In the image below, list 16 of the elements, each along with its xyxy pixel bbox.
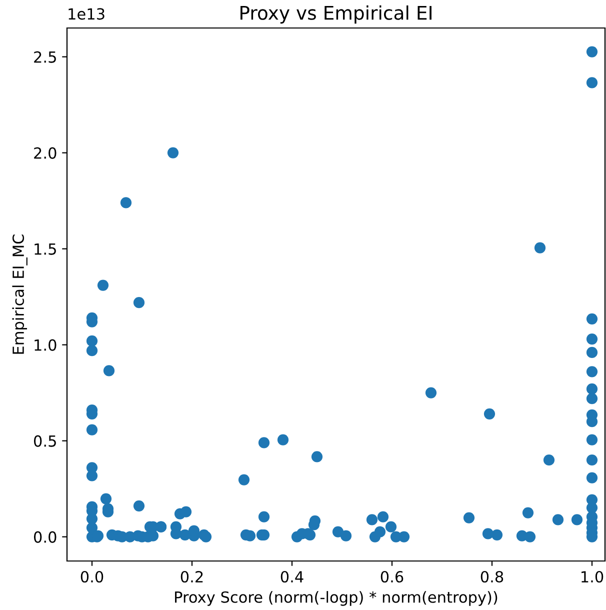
chart-title: Proxy vs Empirical EI [240, 5, 432, 24]
x-axis-title: Proxy Score (norm(-logp) * norm(entropy)) [175, 591, 498, 606]
y-tick-label: 1.5 [34, 243, 56, 255]
x-tick-label: 0.0 [80, 570, 104, 583]
x-tick-label: 0.6 [380, 570, 404, 583]
y-tick-label: 0.5 [34, 435, 56, 447]
y-axis-title: Empirical EI_MC [12, 234, 28, 354]
y-tick-label: 2.5 [34, 51, 56, 63]
x-tick-label: 0.2 [180, 570, 203, 583]
x-tick-label: 0.8 [480, 570, 504, 583]
x-tick-label: 1.0 [582, 570, 604, 583]
x-tick-label: 0.4 [280, 570, 304, 583]
y-tick-label: 0.0 [34, 531, 56, 543]
y-tick-label: 1.0 [34, 339, 56, 351]
text: 1e13 [68, 8, 104, 20]
y-tick-label: 2.0 [34, 147, 56, 159]
